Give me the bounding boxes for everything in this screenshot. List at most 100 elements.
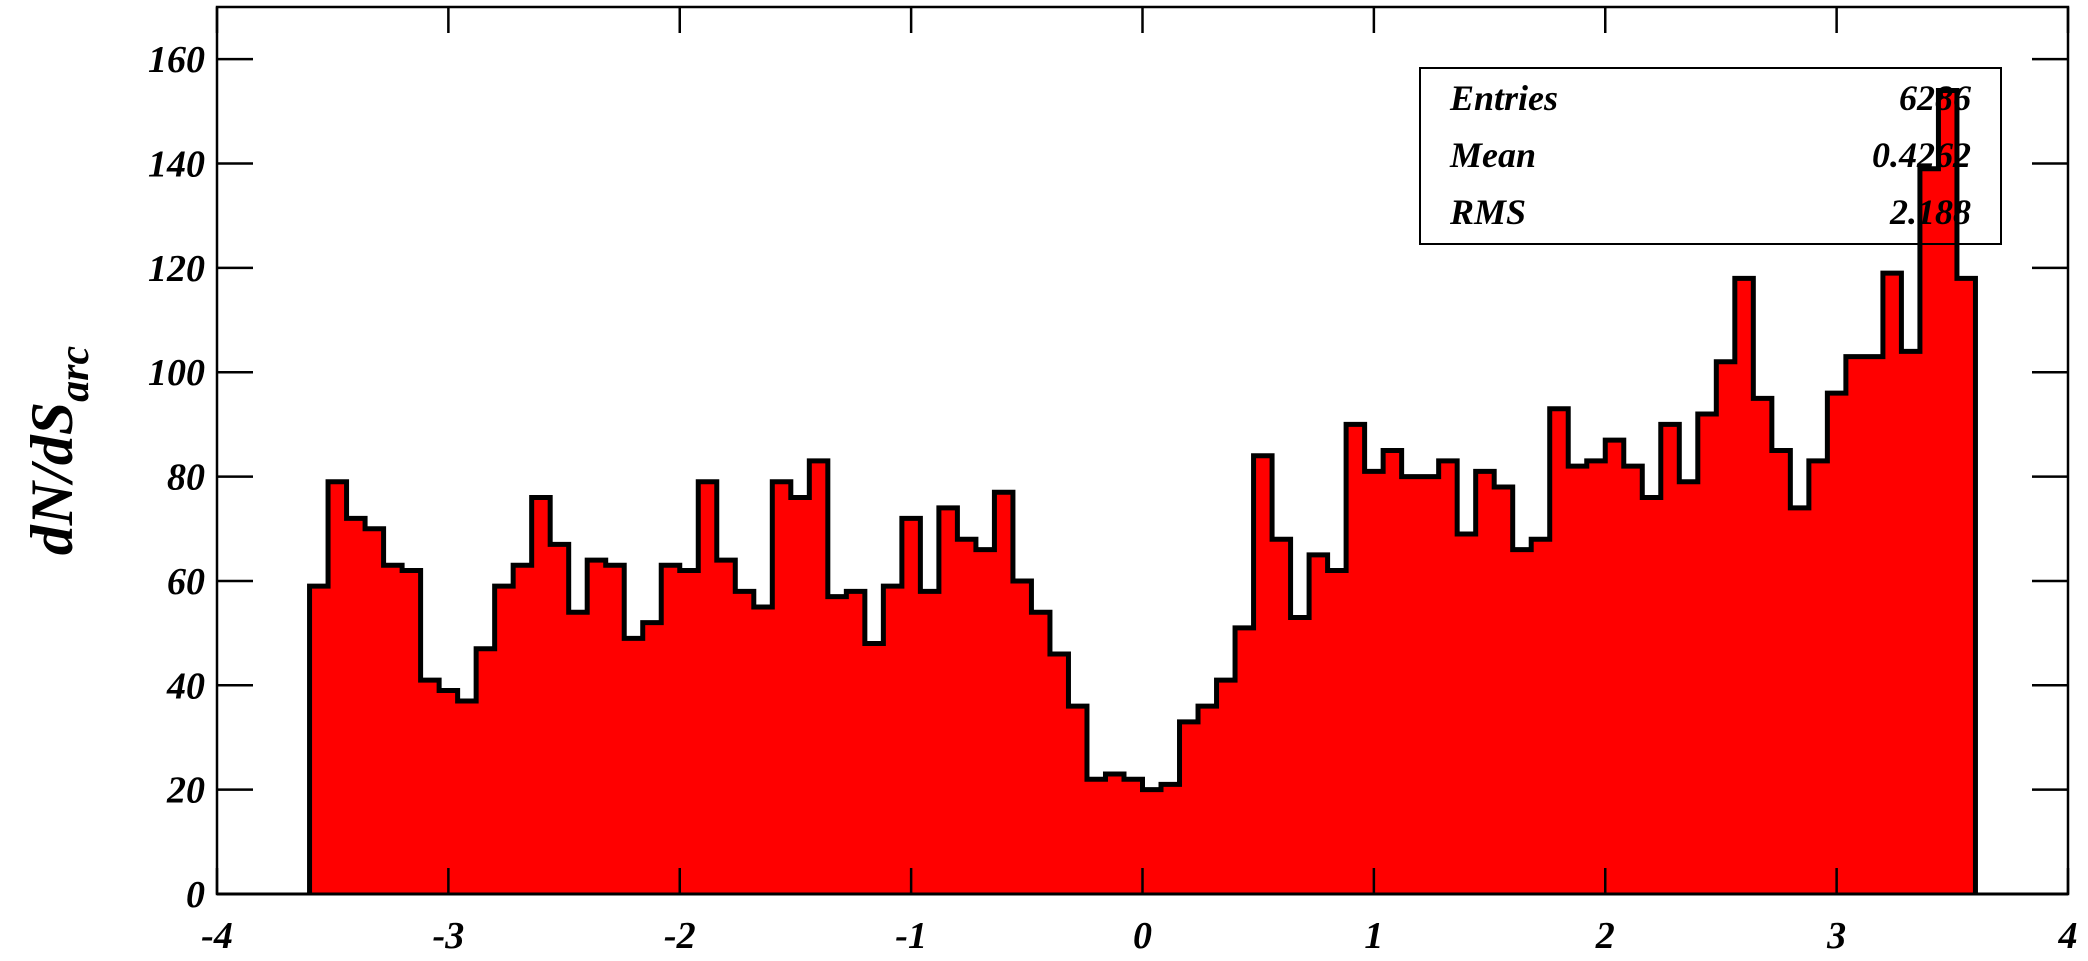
y-tick-label: 40 xyxy=(166,665,205,707)
stats-value: 0.4262 xyxy=(1872,135,1971,175)
histogram-bar xyxy=(605,565,625,894)
histogram-bar xyxy=(920,591,940,894)
x-tick-label: 3 xyxy=(1826,915,1846,956)
y-axis-label-subscript: arc xyxy=(52,345,98,401)
histogram-bar xyxy=(550,544,570,894)
y-axis-label: dN/dSarc xyxy=(19,345,98,555)
x-tick-label: -3 xyxy=(433,915,465,956)
histogram-bar xyxy=(753,607,773,894)
histogram-bar xyxy=(1660,424,1680,894)
histogram-bar xyxy=(587,560,607,894)
histogram-bar xyxy=(938,507,958,894)
histogram-bar xyxy=(1272,539,1292,894)
histogram-bar xyxy=(1253,455,1273,894)
histogram-bar xyxy=(1938,90,1958,894)
histogram-bar xyxy=(1457,533,1477,894)
x-tick-label: -1 xyxy=(895,915,927,956)
histogram-bar xyxy=(328,481,348,894)
histogram-bar xyxy=(1161,784,1181,894)
histogram-bar xyxy=(1512,549,1532,894)
x-tick-label: 2 xyxy=(1595,915,1615,956)
y-tick-label: 120 xyxy=(148,248,205,290)
histogram-bar xyxy=(642,622,662,894)
stats-name: Entries xyxy=(1449,78,1558,118)
histogram-bar xyxy=(457,700,477,894)
histogram-bar xyxy=(513,565,533,894)
histogram-bar xyxy=(1697,413,1717,894)
histogram-bar xyxy=(1309,554,1329,894)
y-tick-label: 140 xyxy=(148,144,205,186)
histogram-bar xyxy=(1808,460,1828,894)
histogram-bar xyxy=(809,460,829,894)
histogram-bar xyxy=(994,492,1014,894)
y-tick-label: 160 xyxy=(148,39,205,81)
x-tick-label: 1 xyxy=(1364,915,1383,956)
histogram-bar xyxy=(864,643,884,894)
histogram-bar xyxy=(383,565,403,894)
histogram-bar xyxy=(1623,466,1643,894)
stats-name: RMS xyxy=(1449,192,1526,232)
histogram-bar xyxy=(1901,351,1921,894)
histogram-bar xyxy=(1012,580,1033,894)
y-tick-label: 100 xyxy=(148,352,205,394)
histogram-bar xyxy=(1142,789,1162,894)
histogram-bar xyxy=(1327,570,1347,894)
histogram-bar xyxy=(402,570,422,894)
histogram-bar xyxy=(1216,680,1236,894)
histogram-bar xyxy=(1845,356,1865,894)
histogram-bar xyxy=(1734,278,1754,895)
histogram-bar xyxy=(1531,539,1551,894)
histogram-bar xyxy=(1086,779,1107,894)
histogram-bar xyxy=(476,648,496,894)
x-tick-label: -4 xyxy=(201,915,233,956)
histogram-bar xyxy=(1438,460,1458,894)
histogram-bar xyxy=(1198,706,1218,894)
histogram-bar xyxy=(735,591,755,894)
histogram-bar xyxy=(1105,773,1125,894)
histogram-bar xyxy=(1364,471,1384,894)
stats-box xyxy=(1419,67,2002,245)
histogram-bar xyxy=(901,518,921,894)
histogram-bar xyxy=(1790,507,1810,894)
x-tick-label: -2 xyxy=(664,915,696,956)
histogram-bar xyxy=(624,638,644,894)
histogram-bar xyxy=(883,586,903,894)
histogram-outline xyxy=(307,87,1978,894)
x-tick-label: 0 xyxy=(1133,915,1152,956)
histogram-bar xyxy=(1068,706,1088,894)
y-tick-label: 60 xyxy=(167,561,205,603)
histogram-bar xyxy=(1642,497,1662,894)
histogram-bar xyxy=(1586,460,1606,894)
histogram-bar xyxy=(1494,487,1514,894)
histogram-bar xyxy=(1179,721,1199,894)
histogram-bar xyxy=(1919,168,1940,894)
y-tick-label: 0 xyxy=(186,874,205,916)
histogram-bar xyxy=(1031,612,1051,894)
histogram-bar xyxy=(698,481,718,894)
y-axis-label-main: dN/dS xyxy=(19,402,85,555)
histogram-bar xyxy=(1123,779,1144,894)
stats-name: Mean xyxy=(1449,135,1536,175)
histogram-bar xyxy=(420,680,440,894)
histogram-bar xyxy=(827,596,847,894)
histogram-bar xyxy=(1401,476,1421,894)
histogram-bar xyxy=(309,586,329,894)
histogram-bar xyxy=(772,481,792,894)
x-tick-label: 4 xyxy=(2058,915,2078,956)
histogram-bar xyxy=(846,591,866,894)
histogram-bar xyxy=(1475,471,1495,894)
histogram-bar xyxy=(1716,361,1736,894)
histogram-bar xyxy=(1864,356,1884,894)
histogram-bar xyxy=(568,612,588,894)
histogram-bar xyxy=(1049,653,1070,894)
histogram-bar xyxy=(1568,466,1588,894)
histogram-bar xyxy=(1605,440,1625,894)
histogram-bar xyxy=(1771,450,1791,894)
histogram-bar xyxy=(1956,278,1977,895)
y-tick-label: 20 xyxy=(166,770,205,812)
histogram-bar xyxy=(1346,424,1366,894)
histogram-bar xyxy=(679,570,699,894)
histogram-bar xyxy=(716,560,736,894)
histogram-bar xyxy=(439,690,459,894)
